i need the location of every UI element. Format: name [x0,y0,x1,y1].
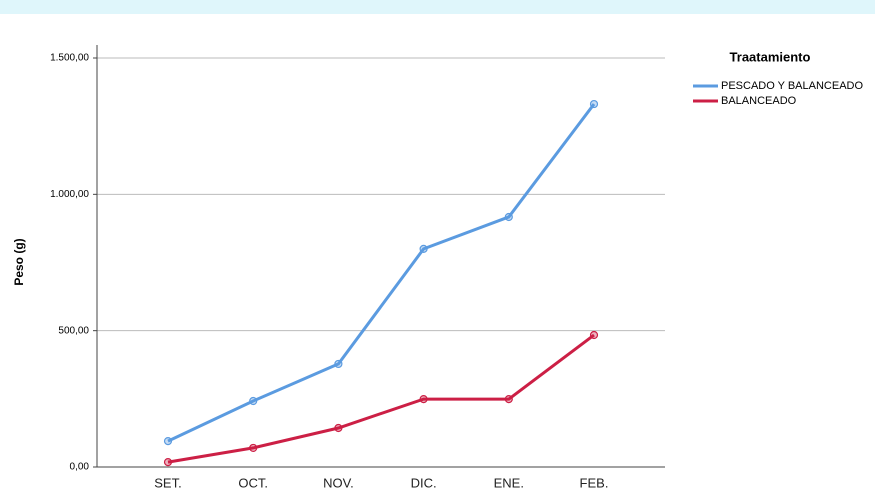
point [504,395,513,404]
series-line [167,103,596,443]
y-axis-label: Peso (g) [12,238,26,285]
x-tick-label: FEB. [580,475,609,490]
point [163,436,173,446]
series-line [167,333,595,464]
legend-label: BALANCEADO [721,95,797,107]
x-tick-label: ENE. [494,475,524,490]
y-tick-label: 500,00 [58,325,89,336]
x-tick-label: OCT. [238,475,268,490]
legend-title: Traatamiento [730,49,811,64]
y-tick-label: 1.000,00 [50,189,89,200]
point [504,212,513,222]
x-tick-label: NOV. [323,475,354,490]
y-tick-label: 0,00 [70,462,90,473]
banner [0,0,875,14]
x-tick-label: SET. [154,475,181,490]
point [419,395,428,404]
point [334,359,343,369]
x-tick-label: DIC. [411,475,437,490]
point [163,457,173,467]
point [419,244,428,253]
legend-label: PESCADO Y BALANCEADO [721,80,863,92]
point [589,99,599,109]
point [249,396,258,406]
point [589,330,599,340]
point [249,443,258,453]
point [334,423,343,433]
y-tick-label: 1.500,00 [50,53,89,64]
